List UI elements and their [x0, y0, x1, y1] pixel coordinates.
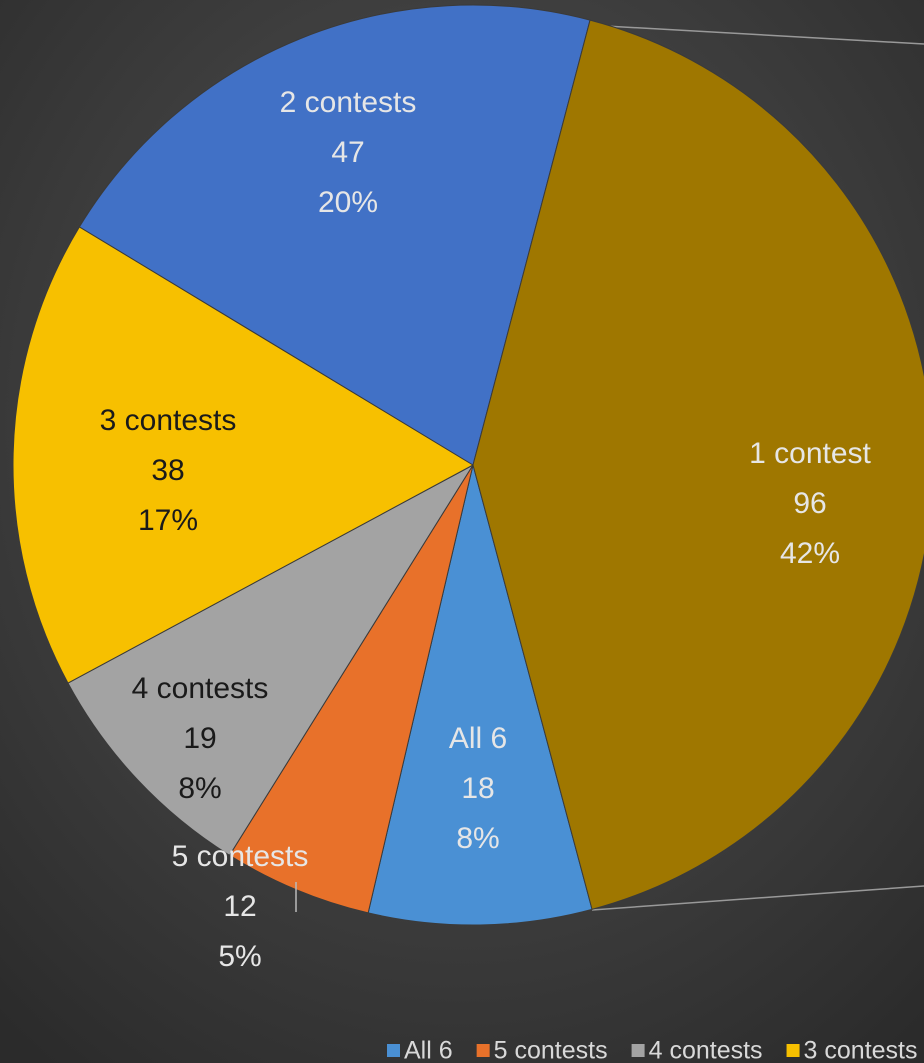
label-percent: 17%: [138, 504, 198, 537]
legend-swatch: [387, 1044, 400, 1057]
connector-line: [591, 885, 924, 911]
label-percent: 20%: [318, 186, 378, 219]
pie-slice: [12, 226, 475, 684]
pie-slice: [78, 4, 591, 466]
label-value: 18: [461, 772, 494, 805]
label-category: 4 contests: [132, 672, 269, 705]
legend-swatch: [476, 1044, 490, 1057]
label-value: 47: [331, 136, 364, 169]
label-category: 2 contests: [280, 86, 417, 119]
legend-swatch: [786, 1044, 800, 1057]
data-labels: All 6 18 8% 5 contests 12 5% 4 contests 19 8% 3 c…: [100, 86, 872, 973]
pie-slice: [367, 464, 593, 926]
label-category: 5 contests: [172, 840, 309, 873]
label-value: 96: [793, 487, 826, 520]
label-value: 19: [183, 722, 216, 755]
connector-line: [587, 24, 924, 45]
legend-label: All 6: [404, 1037, 453, 1063]
label-percent: 8%: [456, 822, 499, 855]
pie-slice: [472, 19, 924, 910]
legend-label: 5 contests: [494, 1037, 608, 1063]
legend-swatch: [631, 1044, 645, 1057]
label-category: All 6: [449, 722, 507, 755]
label-percent: 8%: [178, 772, 221, 805]
legend-label: 3 contests: [804, 1037, 918, 1063]
label-value: 12: [223, 890, 256, 923]
label-value: 38: [151, 454, 184, 487]
label-percent: 5%: [218, 940, 261, 973]
legend-label: 4 contests: [649, 1037, 763, 1063]
label-category: 1 contest: [749, 437, 871, 470]
label-percent: 42%: [780, 537, 840, 570]
pie-slice: [67, 463, 475, 856]
label-category: 3 contests: [100, 404, 237, 437]
pie: [12, 4, 924, 926]
